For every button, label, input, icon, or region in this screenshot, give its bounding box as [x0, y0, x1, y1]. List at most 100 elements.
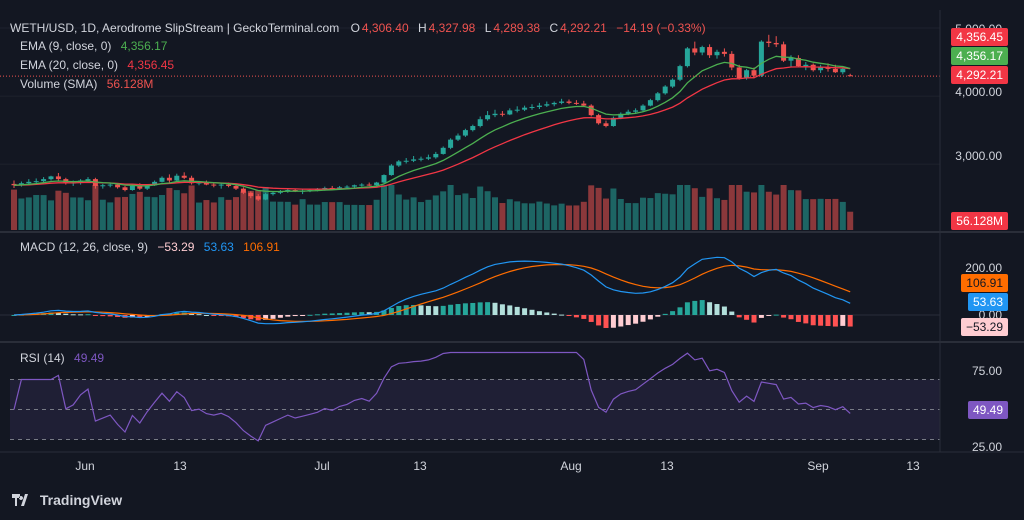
- volume-bar: [817, 198, 824, 230]
- volume-bar: [677, 185, 683, 230]
- candle-body: [366, 184, 372, 186]
- macd-hist-value: −53.29: [157, 240, 195, 254]
- volume-bar: [543, 203, 550, 230]
- candle-body: [781, 44, 787, 61]
- macd-histogram-bar: [536, 311, 542, 315]
- candle-body: [100, 185, 106, 187]
- volume-bar: [610, 188, 617, 230]
- macd-label: MACD (12, 26, close, 9): [20, 240, 149, 254]
- macd-histogram-bar: [832, 315, 838, 327]
- volume-bar: [447, 185, 454, 230]
- candle-body: [692, 48, 698, 53]
- low-value: 4,289.38: [493, 21, 541, 35]
- candle-body: [832, 68, 838, 73]
- volume-bar: [92, 185, 99, 230]
- candle-body: [544, 104, 550, 106]
- volume-bar: [506, 199, 513, 230]
- volume-bar: [55, 190, 62, 230]
- candle-body: [625, 111, 631, 114]
- candle-body: [248, 192, 254, 197]
- ema20-label: EMA (20, close, 0): [20, 58, 119, 72]
- volume-bar: [70, 197, 77, 230]
- macd-histogram-bar: [618, 315, 624, 327]
- volume-bar: [225, 199, 232, 230]
- macd-signal-line: [13, 263, 851, 323]
- volume-bar: [788, 190, 794, 230]
- macd-histogram-bar: [359, 312, 365, 315]
- volume-bar: [728, 185, 735, 230]
- macd-histogram-bar: [329, 313, 335, 315]
- tradingview-logo[interactable]: TradingView: [12, 492, 122, 508]
- ema9-value: 4,356.17: [120, 39, 168, 53]
- ema9-line: [13, 55, 851, 193]
- macd-histogram-bar: [677, 307, 683, 315]
- candle-body: [573, 102, 579, 104]
- macd-histogram-bar: [351, 312, 357, 315]
- close-value: 4,292.21: [560, 21, 607, 35]
- volume-bar: [551, 205, 558, 230]
- ema20-badge: 4,356.45: [951, 28, 1008, 46]
- volume-bar: [173, 190, 180, 230]
- volume-bar: [432, 195, 439, 230]
- volume-bar: [758, 185, 765, 230]
- candle-body: [159, 177, 165, 182]
- volume-bar: [536, 201, 543, 230]
- volume-bar: [795, 190, 802, 230]
- volume-bar: [521, 203, 528, 230]
- volume-bar: [166, 188, 173, 230]
- macd-histogram-bar: [388, 307, 394, 315]
- volume-bar: [107, 202, 114, 230]
- candle-body: [403, 160, 409, 162]
- macd-histogram-bar: [248, 315, 254, 320]
- macd-histogram-bar: [758, 315, 764, 318]
- volume-bar: [48, 200, 54, 230]
- open-value: 4,306.40: [361, 21, 409, 35]
- candle-body: [610, 117, 616, 127]
- rsi-legend-value: 49.49: [74, 351, 105, 365]
- volume-bar: [773, 194, 780, 230]
- candle-body: [440, 147, 446, 154]
- volume-bar: [558, 203, 565, 230]
- candle-body: [492, 113, 498, 116]
- macd-histogram-bar: [736, 315, 742, 318]
- tradingview-logo-icon: [12, 492, 36, 508]
- candle-body: [707, 47, 713, 56]
- candle-body: [137, 185, 143, 189]
- macd-histogram-bar: [203, 314, 209, 316]
- macd-histogram-bar: [78, 314, 84, 316]
- volume-bar: [336, 202, 343, 230]
- candle-body: [633, 110, 639, 112]
- macd-histogram-bar: [707, 302, 713, 315]
- candle-body: [381, 175, 387, 183]
- macd-histogram-bar: [559, 314, 565, 316]
- candle-body: [425, 157, 431, 159]
- macd-histogram-bar: [381, 310, 387, 315]
- volume-bar: [765, 191, 772, 230]
- volume-bar: [706, 188, 713, 230]
- macd-histogram-bar: [366, 312, 372, 315]
- volume-bar: [529, 203, 535, 230]
- candle-body: [107, 184, 113, 186]
- macd-histogram-bar: [218, 315, 224, 316]
- candle-body: [240, 188, 246, 193]
- macd-histogram-bar: [581, 315, 587, 319]
- volume-bar: [832, 198, 839, 230]
- candle-body: [152, 181, 158, 186]
- candle-body: [462, 130, 468, 136]
- volume-bar: [662, 193, 669, 230]
- macd-histogram-bar: [825, 315, 831, 327]
- candle-body: [766, 41, 772, 43]
- macd-histogram-bar: [448, 304, 454, 315]
- volume-bar: [203, 200, 210, 230]
- macd-histogram-bar: [640, 315, 646, 322]
- candle-body: [48, 176, 54, 180]
- rsi-badge: 49.49: [967, 401, 1008, 419]
- candle-body: [26, 181, 32, 184]
- candle-body: [255, 196, 261, 200]
- macd-histogram-bar: [11, 315, 17, 316]
- volume-bar: [425, 199, 432, 230]
- macd-histogram-bar: [603, 315, 609, 328]
- macd-signal-badge: 106.91: [961, 274, 1008, 292]
- candle-body: [11, 183, 17, 186]
